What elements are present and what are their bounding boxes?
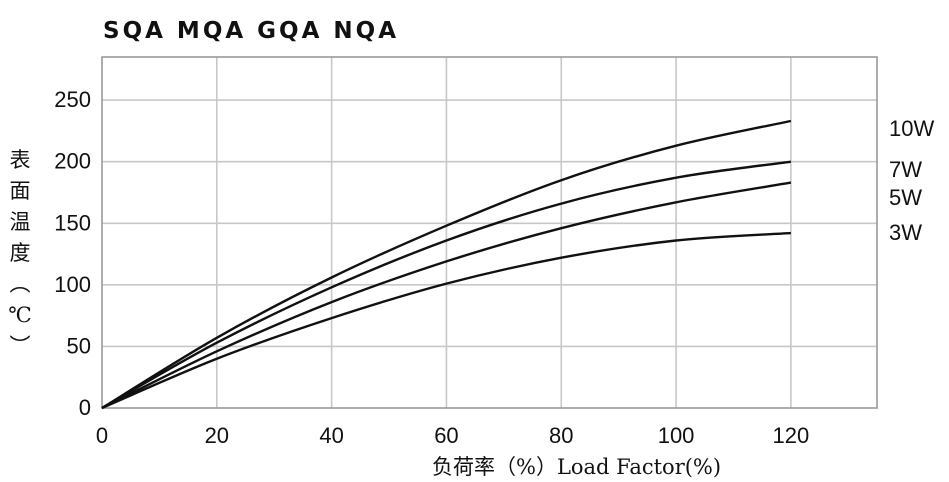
series-label-10W: 10W	[889, 116, 934, 141]
x-tick-labels: 0 20 40 60 80 100 120	[96, 423, 809, 448]
series-label-5W: 5W	[889, 185, 922, 210]
grid	[102, 57, 877, 408]
y-tick-label: 250	[54, 87, 91, 112]
y-tick-label: 50	[67, 333, 91, 358]
x-tick-label: 40	[319, 423, 343, 448]
plot-frame	[102, 57, 877, 408]
y-tick-label: 100	[54, 272, 91, 297]
y-tick-label: 200	[54, 149, 91, 174]
x-tick-label: 20	[205, 423, 229, 448]
y-axis-label-char: 表	[10, 148, 31, 172]
x-tick-label: 120	[773, 423, 810, 448]
x-axis-label: 负荷率（%）Load Factor(%)	[432, 455, 721, 479]
x-tick-label: 0	[96, 423, 108, 448]
y-tick-labels: 0 50 100 150 200 250	[54, 87, 91, 420]
y-axis-label-char: 度	[10, 241, 31, 265]
y-axis-label-char: ℃	[8, 303, 32, 327]
x-tick-label: 80	[549, 423, 573, 448]
x-tick-label: 100	[658, 423, 695, 448]
series-label-3W: 3W	[889, 220, 922, 245]
y-axis-label-char: 面	[10, 179, 31, 203]
y-axis-label-char: 温	[10, 210, 31, 234]
y-tick-label: 0	[79, 395, 91, 420]
chart-title: SQA MQA GQA NQA	[103, 18, 399, 44]
y-tick-label: 150	[54, 210, 91, 235]
y-axis-label-char: ︵	[10, 272, 31, 296]
x-tick-label: 60	[434, 423, 458, 448]
series-label-7W: 7W	[889, 157, 922, 182]
series-labels: 10W 7W 5W 3W	[889, 116, 934, 245]
y-axis-label-char: ︶	[10, 334, 31, 358]
